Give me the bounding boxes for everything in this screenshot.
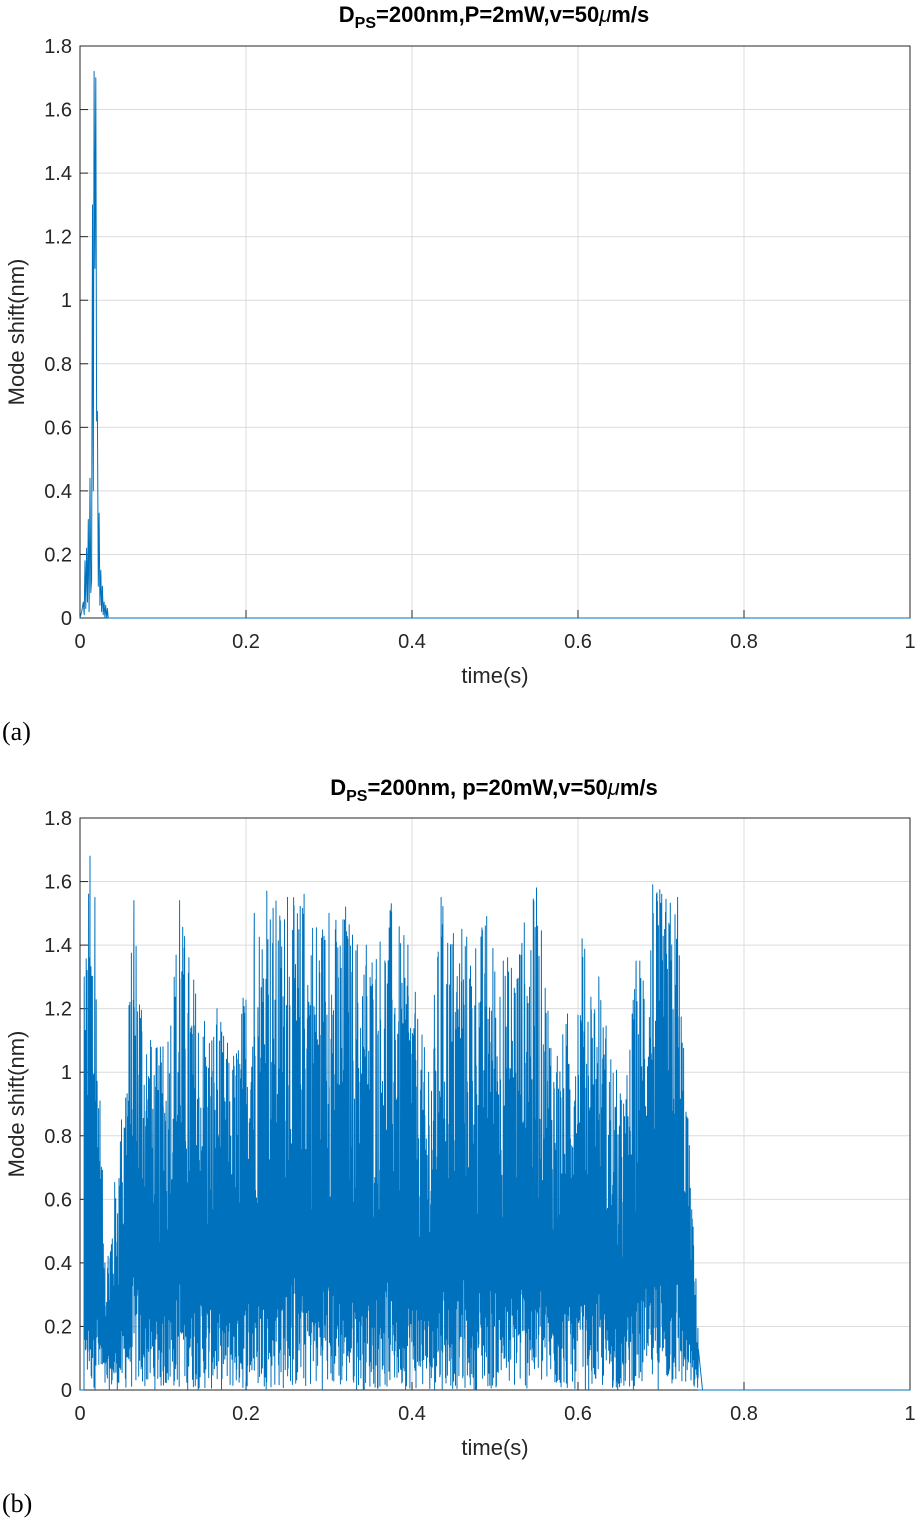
y-tick-label: 1.2 <box>44 999 72 1021</box>
grid-a <box>79 45 911 619</box>
x-tick-label: 0.8 <box>730 1403 758 1425</box>
y-tick-label: 0.6 <box>44 1189 72 1211</box>
chart-panel-b: DPS=200nm, p=20mW,v=50μm/s 0 0.2 0.4 0.6 0.8… <box>2 775 916 1518</box>
chart-title-b: DPS=200nm, p=20mW,v=50μm/s <box>330 775 658 805</box>
y-tick-label: 1.2 <box>44 227 72 249</box>
series-b <box>79 855 911 1391</box>
y-axis-label-b: Mode shift(nm) <box>4 1031 29 1178</box>
y-tick-label: 0.8 <box>44 1126 72 1148</box>
y-tick-label: 1 <box>61 290 72 312</box>
y-tick-label: 1 <box>61 1062 72 1084</box>
y-tick-label: 0.6 <box>44 417 72 439</box>
y-tick-labels-b: 0 0.2 0.4 0.6 0.8 1 1.2 1.4 1.6 1.8 <box>44 808 88 1402</box>
x-tick-labels-a: 0 0.2 0.4 0.6 0.8 1 <box>74 610 916 653</box>
x-tick-label: 0.6 <box>564 631 592 653</box>
chart-title-a: DPS=200nm,P=2mW,v=50μm/s <box>339 2 649 32</box>
y-tick-label: 0.4 <box>44 481 72 503</box>
panel-label-a: (a) <box>2 717 31 746</box>
y-tick-label: 0.8 <box>44 354 72 376</box>
y-tick-labels-a: 0 0.2 0.4 0.6 0.8 1 1.2 1.4 1.6 1.8 <box>44 36 88 630</box>
y-tick-label: 1.6 <box>44 872 72 894</box>
x-tick-label: 0.2 <box>232 631 260 653</box>
x-axis-label-b: time(s) <box>461 1435 528 1460</box>
y-tick-label: 0.2 <box>44 544 72 566</box>
x-tick-label: 1 <box>904 631 915 653</box>
y-tick-label: 0 <box>61 608 72 630</box>
y-tick-label: 0.4 <box>44 1253 72 1275</box>
x-tick-label: 0.6 <box>564 1403 592 1425</box>
series-a <box>79 70 910 619</box>
x-tick-label: 0.2 <box>232 1403 260 1425</box>
x-tick-label: 0.4 <box>398 1403 426 1425</box>
x-tick-label: 0 <box>74 1403 85 1425</box>
plot-area-a <box>79 45 911 619</box>
data-line <box>79 70 910 619</box>
y-axis-label-a: Mode shift(nm) <box>4 259 29 406</box>
y-tick-label: 0.2 <box>44 1316 72 1338</box>
x-tick-labels-b: 0 0.2 0.4 0.6 0.8 1 <box>74 1382 916 1425</box>
x-tick-label: 1 <box>904 1403 915 1425</box>
chart-panel-a: DPS=200nm,P=2mW,v=50μm/s 0 0.2 0.4 0.6 0.8 1 1… <box>2 2 916 746</box>
data-line <box>79 855 911 1391</box>
y-tick-label: 1.4 <box>44 935 72 957</box>
x-tick-label: 0.8 <box>730 631 758 653</box>
panel-label-b: (b) <box>2 1489 32 1518</box>
y-tick-label: 1.8 <box>44 36 72 58</box>
x-axis-label-a: time(s) <box>461 663 528 688</box>
y-tick-label: 1.6 <box>44 100 72 122</box>
y-tick-label: 1.4 <box>44 163 72 185</box>
x-tick-label: 0.4 <box>398 631 426 653</box>
y-tick-label: 1.8 <box>44 808 72 830</box>
y-tick-label: 0 <box>61 1380 72 1402</box>
x-tick-label: 0 <box>74 631 85 653</box>
plot-area-b <box>79 817 911 1391</box>
